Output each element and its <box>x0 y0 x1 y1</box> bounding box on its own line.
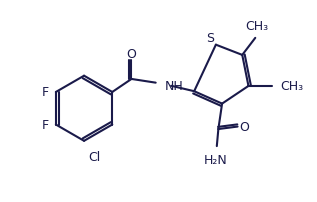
Text: H₂N: H₂N <box>204 153 227 166</box>
Text: Cl: Cl <box>89 150 101 163</box>
Text: CH₃: CH₃ <box>245 20 268 33</box>
Text: F: F <box>42 86 49 99</box>
Text: NH: NH <box>165 79 183 92</box>
Text: O: O <box>126 48 136 61</box>
Text: CH₃: CH₃ <box>281 80 303 93</box>
Text: S: S <box>206 32 214 45</box>
Text: F: F <box>42 118 49 131</box>
Text: O: O <box>239 120 249 133</box>
